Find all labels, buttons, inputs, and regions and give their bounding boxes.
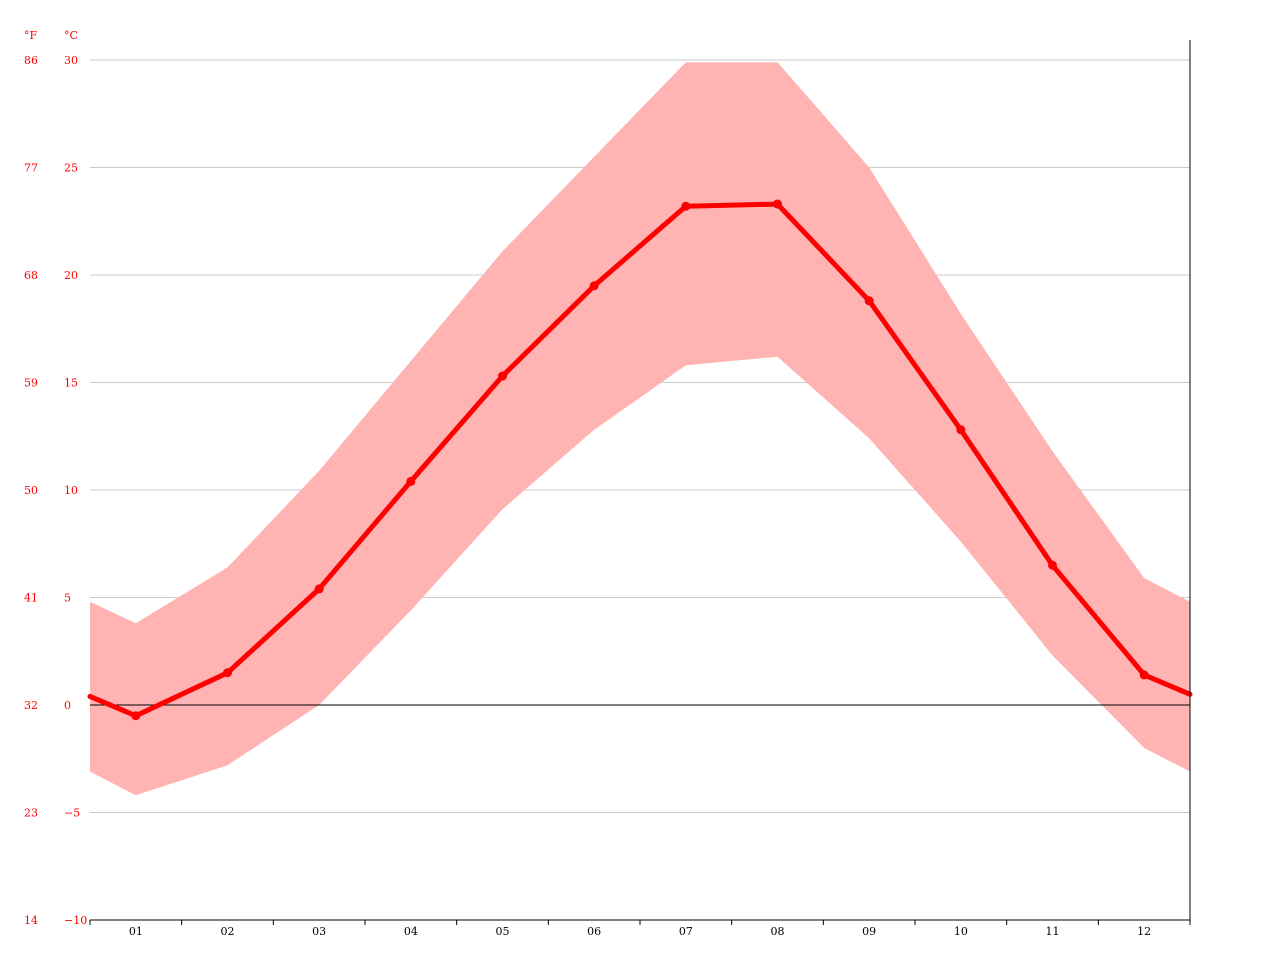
mean-temperature-point (589, 281, 599, 291)
x-tick-label: 04 (404, 925, 418, 938)
y-tick-label-celsius: 25 (64, 162, 78, 175)
mean-temperature-point (864, 296, 874, 306)
y-tick-label-celsius: −5 (64, 807, 80, 820)
mean-temperature-point (681, 201, 691, 211)
y-tick-label-celsius: 10 (64, 484, 78, 497)
x-tick-label: 01 (129, 925, 143, 938)
y-tick-label-celsius: 5 (64, 592, 71, 605)
y-tick-label-fahrenheit: 50 (24, 484, 38, 497)
celsius-unit-label: °C (64, 29, 78, 42)
y-tick-label-fahrenheit: 41 (24, 592, 38, 605)
x-tick-label: 10 (954, 925, 968, 938)
mean-temperature-point (773, 199, 782, 209)
y-tick-label-fahrenheit: 14 (24, 914, 38, 927)
mean-temperature-point (498, 371, 507, 381)
mean-temperature-point (406, 476, 416, 486)
y-tick-label-celsius: −10 (64, 914, 87, 927)
y-tick-label-celsius: 30 (64, 54, 78, 67)
y-tick-label-celsius: 15 (64, 377, 78, 390)
x-tick-label: 06 (587, 925, 601, 938)
mean-temperature-series (87, 199, 1193, 721)
x-tick-label: 12 (1137, 925, 1151, 938)
y-tick-label-celsius: 20 (64, 269, 78, 282)
mean-temperature-point (1048, 560, 1057, 570)
y-tick-label-fahrenheit: 68 (24, 269, 38, 282)
y-tick-label-fahrenheit: 23 (24, 807, 38, 820)
temperature-band-area (90, 62, 1190, 796)
mean-temperature-line (87, 201, 1193, 719)
x-tick-label: 09 (862, 925, 876, 938)
x-tick-labels: 01 02 03 04 05 06 07 08 09 10 11 12 (129, 925, 1151, 938)
x-tick-label: 08 (771, 925, 785, 938)
fahrenheit-unit-label: °F (24, 29, 38, 42)
y-tick-label-fahrenheit: 59 (24, 377, 38, 390)
y-tick-label-fahrenheit: 32 (24, 699, 38, 712)
x-tick-label: 02 (221, 925, 235, 938)
y-tick-label-fahrenheit: 86 (24, 54, 38, 67)
x-tick-label: 05 (496, 925, 510, 938)
mean-temperature-point (956, 425, 966, 435)
y-tick-labels: 14 −10 23 −5 32 0 41 5 50 10 59 15 68 20 77 25 86 30 (24, 54, 87, 927)
y-tick-label-fahrenheit: 77 (24, 162, 38, 175)
x-tick-label: 03 (312, 925, 326, 938)
y-tick-label-celsius: 0 (64, 699, 71, 712)
mean-temperature-point (223, 668, 232, 678)
temperature-range-band (90, 62, 1190, 796)
mean-temperature-point (1139, 670, 1149, 680)
axes (89, 40, 1191, 925)
mean-temperature-point (314, 584, 324, 594)
x-tick-label: 07 (679, 925, 693, 938)
mean-temperature-point (131, 711, 141, 721)
x-tick-label: 11 (1046, 925, 1060, 938)
